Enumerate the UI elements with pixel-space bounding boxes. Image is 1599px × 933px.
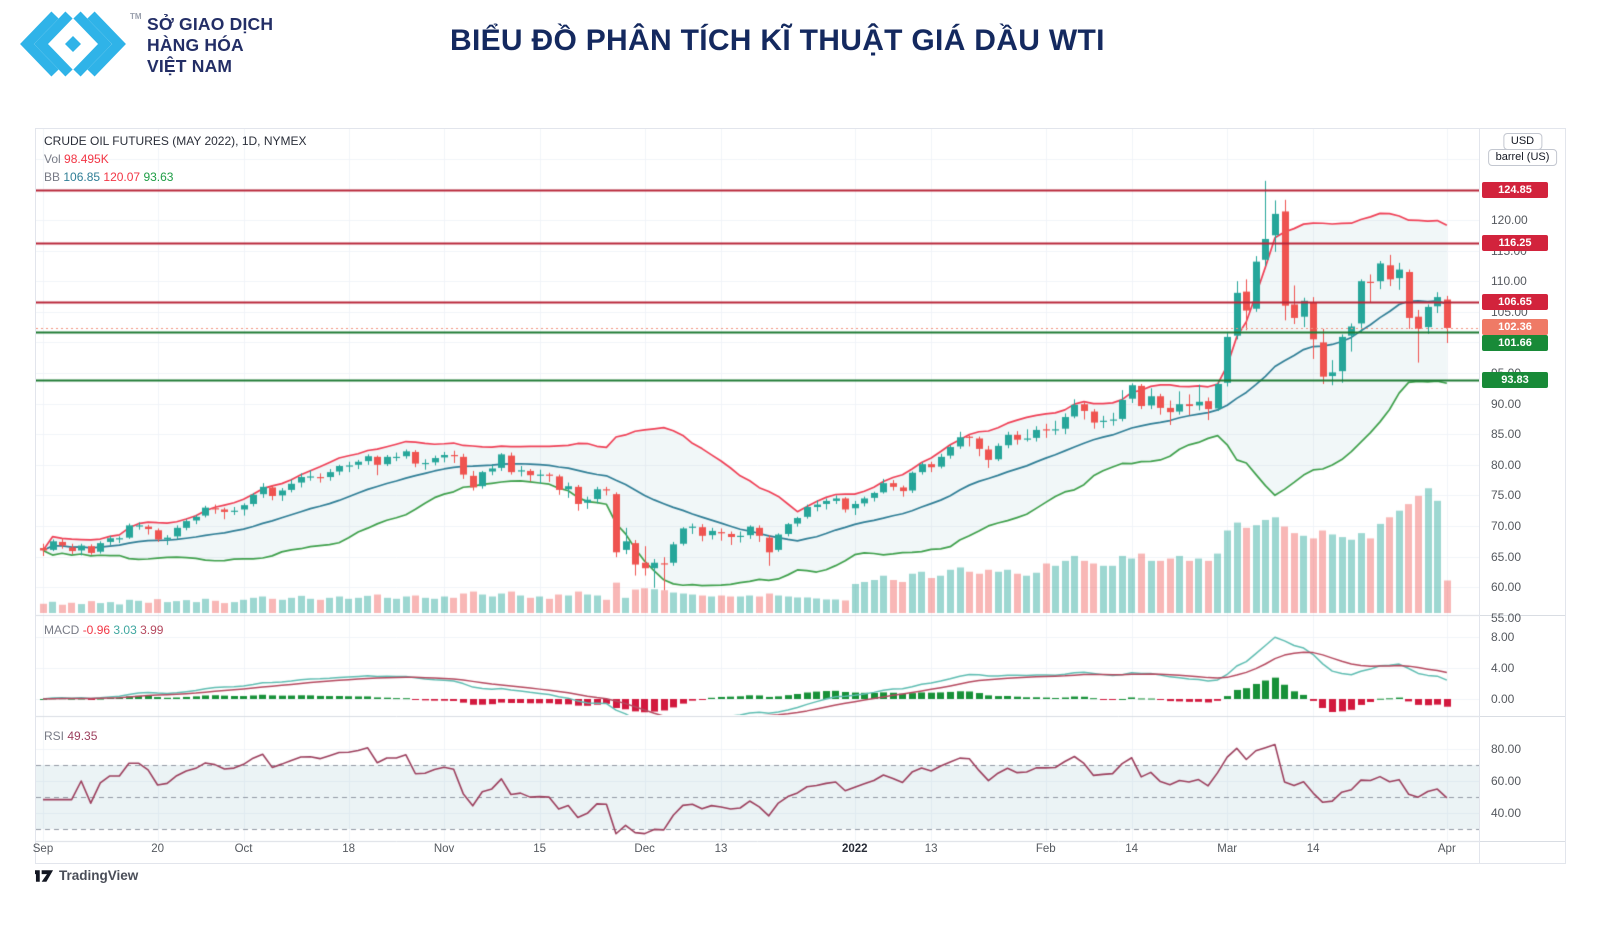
price-scale[interactable]: USD barrel (US) 120.00115.00110.00105.00… bbox=[1479, 129, 1565, 863]
last-price-badge: 102.36 bbox=[1482, 318, 1548, 335]
pane-separator bbox=[1480, 716, 1565, 717]
time-axis-label: 20 bbox=[151, 843, 164, 855]
mxv-logo bbox=[20, 11, 126, 77]
bb-label: BB bbox=[44, 170, 61, 184]
price-axis-label: 75.00 bbox=[1491, 488, 1522, 503]
currency-unit-button[interactable]: USD bbox=[1502, 133, 1543, 150]
price-level-badge: 106.65 bbox=[1482, 293, 1548, 310]
price-axis-label: 110.00 bbox=[1491, 274, 1527, 289]
tradingview-attribution[interactable]: TradingView bbox=[35, 868, 138, 883]
price-axis-label: 65.00 bbox=[1491, 549, 1522, 564]
macd-axis-label: 8.00 bbox=[1491, 630, 1515, 644]
chart-panel: CRUDE OIL FUTURES (MAY 2022), 1D, NYMEX … bbox=[33, 128, 1566, 864]
rsi-axis-label: 80.00 bbox=[1491, 742, 1522, 756]
tradingview-label: TradingView bbox=[59, 868, 139, 883]
price-level-badge: 101.66 bbox=[1482, 335, 1548, 352]
rsi-label: RSI bbox=[44, 729, 65, 743]
rsi-axis-label: 40.00 bbox=[1491, 806, 1522, 820]
trademark-symbol: TM bbox=[130, 12, 142, 21]
macd-line-value: 3.03 bbox=[113, 623, 137, 637]
time-axis-label: Sep bbox=[32, 843, 54, 855]
volume-value: 98.495K bbox=[64, 152, 109, 166]
time-axis-label: Feb bbox=[1035, 843, 1056, 855]
page-title: BIỂU ĐỒ PHÂN TÍCH KĨ THUẬT GIÁ DẦU WTI bbox=[450, 24, 1105, 57]
price-level-badge: 93.83 bbox=[1482, 372, 1548, 389]
price-level-badge: 116.25 bbox=[1482, 234, 1548, 251]
rsi-axis-label: 60.00 bbox=[1491, 774, 1522, 788]
bollinger-legend: BB 106.85 120.07 93.63 bbox=[44, 170, 173, 184]
time-axis-label: 15 bbox=[533, 843, 546, 855]
price-axis-label: 60.00 bbox=[1491, 580, 1522, 595]
pane-separator bbox=[1480, 841, 1565, 842]
symbol-title: CRUDE OIL FUTURES (MAY 2022), 1D, NYMEX bbox=[44, 134, 307, 148]
price-axis-label: 55.00 bbox=[1491, 610, 1522, 625]
logo-center-diamond bbox=[65, 36, 81, 52]
tradingview-icon bbox=[35, 869, 54, 882]
header: TM SỞ GIAO DỊCH HÀNG HÓA VIỆT NAM BIỂU Đ… bbox=[0, 0, 1599, 100]
price-level-badge: 124.85 bbox=[1482, 182, 1548, 199]
volume-label: Vol bbox=[44, 152, 61, 166]
time-axis-label: 13 bbox=[714, 843, 728, 855]
company-line-2: HÀNG HÓA bbox=[147, 35, 244, 55]
symbol-legend: CRUDE OIL FUTURES (MAY 2022), 1D, NYMEX bbox=[44, 134, 307, 148]
macd-hist-value: -0.96 bbox=[82, 623, 111, 637]
chart-plot-canvas[interactable] bbox=[36, 129, 1479, 863]
time-axis-label: 18 bbox=[342, 843, 355, 855]
price-axis-label: 70.00 bbox=[1491, 519, 1522, 533]
time-axis-label: Nov bbox=[433, 843, 455, 855]
bb-lower-value: 93.63 bbox=[143, 170, 174, 184]
time-axis-label: Apr bbox=[1437, 843, 1456, 855]
macd-label: MACD bbox=[44, 623, 80, 637]
pane-separator bbox=[1480, 615, 1565, 616]
company-line-3: VIỆT NAM bbox=[147, 56, 233, 76]
macd-axis-label: 4.00 bbox=[1491, 661, 1515, 675]
company-line-1: SỞ GIAO DỊCH bbox=[147, 14, 274, 34]
time-axis-label: 2022 bbox=[841, 843, 868, 855]
macd-axis-label: 0.00 bbox=[1491, 692, 1515, 706]
time-axis-label: 14 bbox=[1306, 843, 1320, 855]
rsi-value: 49.35 bbox=[67, 729, 98, 743]
bb-basis-value: 106.85 bbox=[63, 170, 101, 184]
time-axis-label: 14 bbox=[1125, 843, 1139, 855]
price-axis-label: 80.00 bbox=[1491, 457, 1522, 472]
company-name: SỞ GIAO DỊCH HÀNG HÓA VIỆT NAM bbox=[147, 14, 273, 77]
time-axis-label: Oct bbox=[234, 843, 253, 855]
macd-signal-value: 3.99 bbox=[140, 623, 164, 637]
volume-legend: Vol 98.495K bbox=[44, 152, 109, 166]
rsi-legend: RSI 49.35 bbox=[44, 729, 97, 743]
price-axis-label: 90.00 bbox=[1491, 396, 1522, 411]
time-axis-label: Mar bbox=[1217, 843, 1238, 855]
time-axis-label: 13 bbox=[924, 843, 938, 855]
price-axis-label: 120.00 bbox=[1491, 213, 1528, 227]
bb-upper-value: 120.07 bbox=[103, 170, 141, 184]
price-axis-label: 85.00 bbox=[1491, 427, 1522, 442]
measure-unit-button[interactable]: barrel (US) bbox=[1487, 149, 1558, 166]
time-axis-label: Dec bbox=[634, 843, 655, 855]
macd-legend: MACD -0.96 3.03 3.99 bbox=[44, 623, 163, 637]
